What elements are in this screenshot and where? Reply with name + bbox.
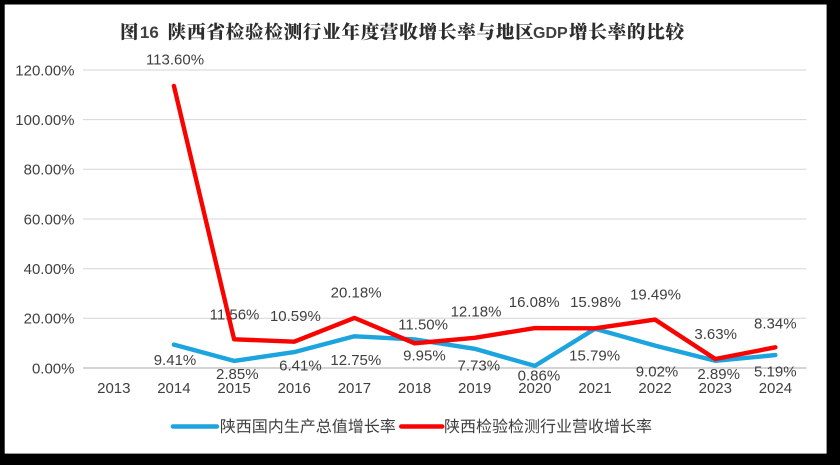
svg-text:11.50%: 11.50% xyxy=(398,317,448,334)
svg-text:2016: 2016 xyxy=(278,380,311,397)
svg-text:2019: 2019 xyxy=(458,380,491,397)
svg-text:GDP: GDP xyxy=(533,25,568,42)
svg-text:6.41%: 6.41% xyxy=(279,358,322,375)
svg-text:2013: 2013 xyxy=(97,380,130,397)
svg-text:10.59%: 10.59% xyxy=(270,308,321,325)
svg-text:12.18%: 12.18% xyxy=(451,304,502,321)
svg-text:16: 16 xyxy=(140,23,159,42)
svg-text:0.86%: 0.86% xyxy=(518,368,561,385)
svg-text:12.75%: 12.75% xyxy=(330,352,381,369)
svg-text:11.56%: 11.56% xyxy=(210,307,260,324)
svg-text:2020: 2020 xyxy=(518,380,551,397)
svg-text:2.85%: 2.85% xyxy=(216,366,259,383)
svg-text:2014: 2014 xyxy=(157,380,190,397)
svg-text:5.19%: 5.19% xyxy=(754,363,797,380)
svg-text:3.63%: 3.63% xyxy=(694,326,737,343)
svg-text:16.08%: 16.08% xyxy=(509,294,560,311)
svg-text:2015: 2015 xyxy=(217,380,250,397)
svg-text:15.79%: 15.79% xyxy=(569,348,620,365)
svg-text:113.60%: 113.60% xyxy=(146,52,204,69)
svg-text:120.00%: 120.00% xyxy=(15,62,74,79)
svg-text:80.00%: 80.00% xyxy=(24,162,75,179)
svg-text:2024: 2024 xyxy=(759,380,792,397)
svg-text:60.00%: 60.00% xyxy=(24,211,75,228)
svg-text:9.02%: 9.02% xyxy=(636,363,679,380)
svg-text:15.98%: 15.98% xyxy=(570,294,621,311)
svg-text:2022: 2022 xyxy=(638,380,671,397)
svg-text:0.00%: 0.00% xyxy=(32,360,75,377)
svg-text:100.00%: 100.00% xyxy=(15,112,74,129)
svg-text:2.89%: 2.89% xyxy=(697,366,740,383)
svg-text:7.73%: 7.73% xyxy=(458,358,501,375)
svg-text:2023: 2023 xyxy=(699,380,732,397)
svg-text:20.00%: 20.00% xyxy=(24,311,75,328)
svg-text:2018: 2018 xyxy=(398,380,431,397)
svg-text:9.41%: 9.41% xyxy=(154,352,197,369)
svg-text:2017: 2017 xyxy=(338,380,371,397)
svg-text:8.34%: 8.34% xyxy=(754,315,797,332)
svg-text:20.18%: 20.18% xyxy=(331,285,382,302)
svg-text:2021: 2021 xyxy=(578,380,611,397)
svg-text:9.95%: 9.95% xyxy=(403,348,446,365)
svg-text:40.00%: 40.00% xyxy=(24,261,75,278)
svg-text:19.49%: 19.49% xyxy=(630,287,681,304)
